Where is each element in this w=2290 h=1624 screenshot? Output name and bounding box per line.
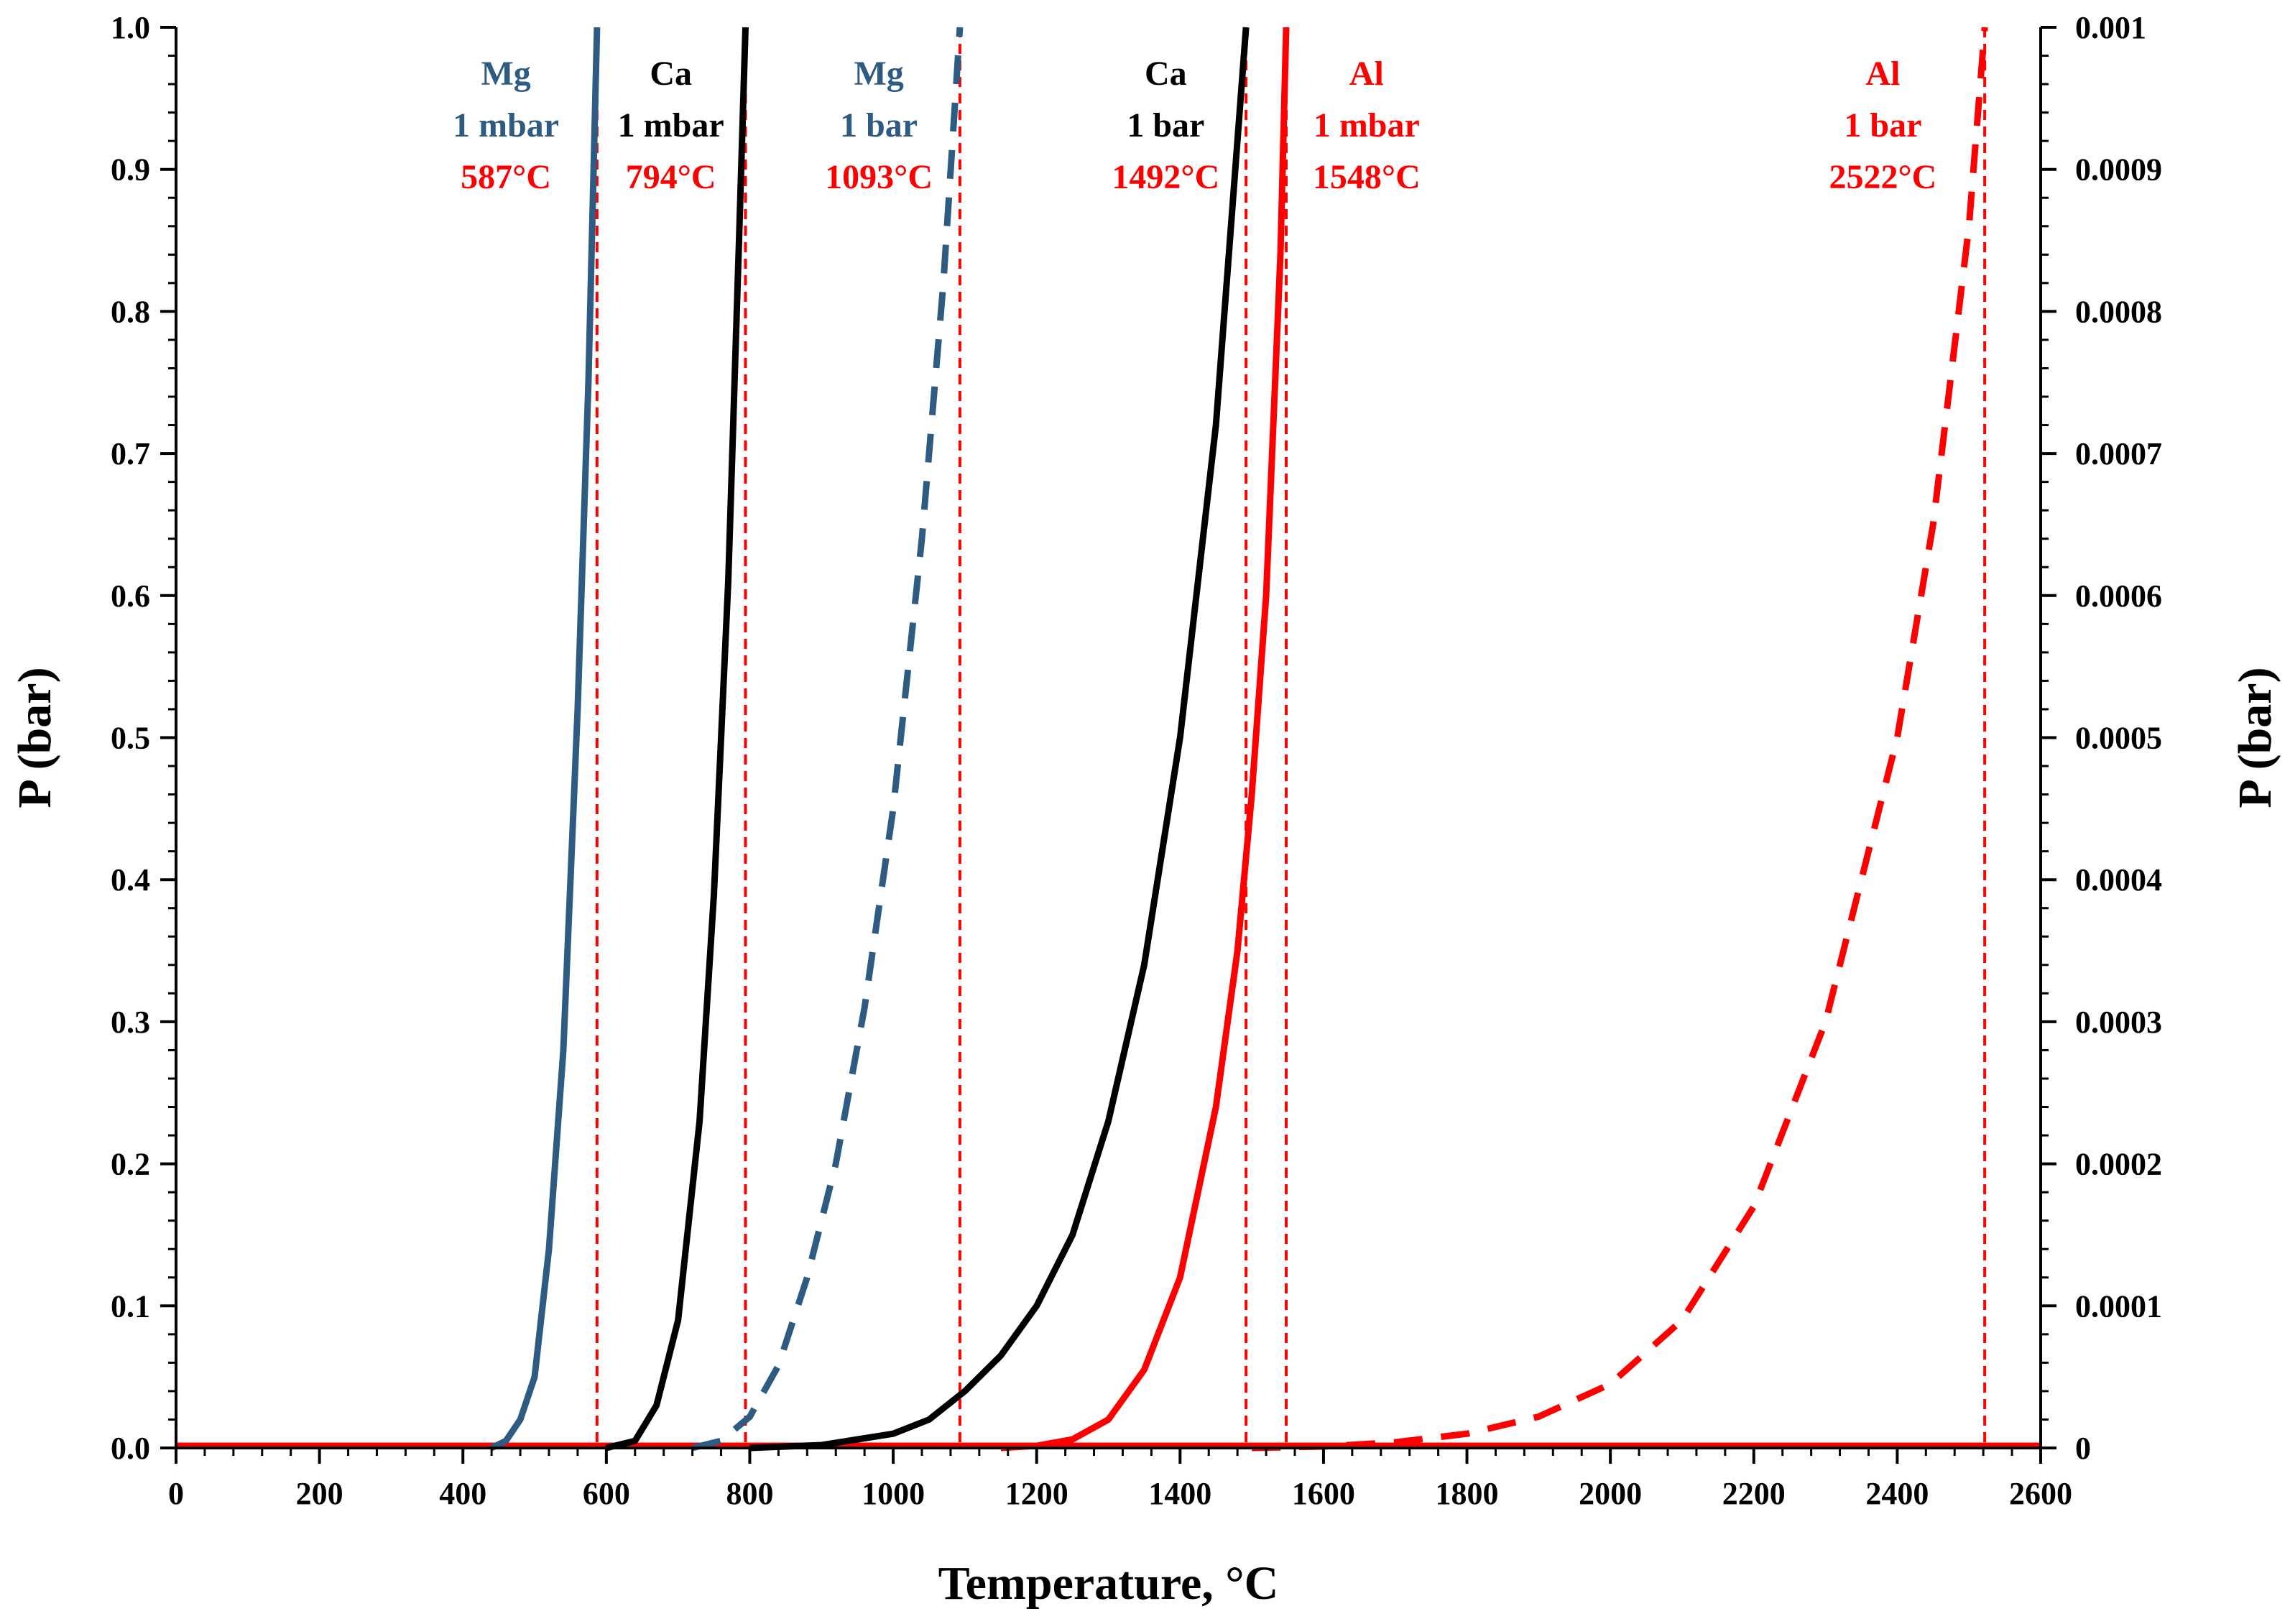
series-mg-1-mbar bbox=[490, 27, 601, 1452]
right-y-axis-title: P (bar) bbox=[2229, 667, 2281, 808]
left-y-tick-label: 0.1 bbox=[111, 1288, 150, 1324]
annotation-label: 2522°C bbox=[1829, 158, 1936, 196]
right-y-tick-label: 0.0002 bbox=[2075, 1147, 2162, 1182]
series-al-1-bar bbox=[1252, 27, 1988, 1452]
right-y-tick-label: 0 bbox=[2075, 1431, 2091, 1466]
left-y-tick-label: 0.4 bbox=[111, 862, 150, 898]
annotation-label: 587°C bbox=[461, 158, 551, 196]
axes-layer: 0.0 0.1 0.2 0.3 0.4 0.5 0.6 0.7 0.8 0.9 1.0 0 0.0001… bbox=[111, 10, 2162, 1511]
annotation-label: 1492°C bbox=[1112, 158, 1219, 196]
right-y-tick-label: 0.0004 bbox=[2075, 862, 2162, 898]
right-y-tick-label: 0.0007 bbox=[2075, 436, 2162, 471]
x-tick-label: 0 bbox=[168, 1476, 184, 1511]
left-y-tick-label: 0.8 bbox=[111, 294, 150, 329]
right-y-tick-label: 0.0009 bbox=[2075, 152, 2162, 188]
x-tick-label: 1600 bbox=[1292, 1476, 1355, 1511]
x-tick-label: 2600 bbox=[2009, 1476, 2072, 1511]
right-y-tick-label: 0.0005 bbox=[2075, 721, 2162, 756]
right-y-tick-label: 0.001 bbox=[2075, 10, 2146, 45]
vertical-reference-lines bbox=[595, 27, 1987, 1448]
annotation-label: Al bbox=[1349, 55, 1384, 93]
left-y-tick-label: 0.5 bbox=[111, 721, 150, 756]
left-y-tick-label: 0.2 bbox=[111, 1147, 150, 1182]
right-y-tick-label: 0.0001 bbox=[2075, 1288, 2162, 1324]
annotation-label: 1 bar bbox=[840, 106, 918, 144]
x-tick-label: 1400 bbox=[1148, 1476, 1211, 1511]
left-y-tick-label: 0.6 bbox=[111, 578, 150, 614]
annotation-label: 1548°C bbox=[1313, 158, 1421, 196]
left-y-tick-label: 1.0 bbox=[111, 10, 150, 45]
annotation-label: Al bbox=[1865, 55, 1900, 93]
annotation-label: Mg bbox=[854, 55, 903, 93]
annotation-label: 1 bar bbox=[1127, 106, 1204, 144]
x-tick-label: 1800 bbox=[1436, 1476, 1499, 1511]
annotation-label: Ca bbox=[1145, 55, 1187, 93]
x-tick-label: 800 bbox=[726, 1476, 773, 1511]
left-y-tick-label: 0.0 bbox=[111, 1431, 150, 1466]
annotation-label: 1093°C bbox=[825, 158, 933, 196]
annotation-label: 1 mbar bbox=[1313, 106, 1420, 144]
x-tick-label: 2400 bbox=[1865, 1476, 1929, 1511]
series-al-1-mbar bbox=[1000, 27, 1290, 1452]
annotation-label: 1 mbar bbox=[618, 106, 724, 144]
series-ca-1-bar bbox=[749, 27, 1250, 1452]
annotations-layer: Mg 1 mbar 587°C Ca 1 mbar 794°C Mg 1 bar 1093°C C… bbox=[453, 55, 1936, 196]
x-tick-label: 2000 bbox=[1579, 1476, 1642, 1511]
right-y-tick-label: 0.0003 bbox=[2075, 1005, 2162, 1040]
annotation-label: Ca bbox=[650, 55, 692, 93]
series-layer bbox=[176, 27, 2041, 1452]
x-tick-label: 1000 bbox=[862, 1476, 925, 1511]
x-tick-label: 2200 bbox=[1722, 1476, 1786, 1511]
annotation-label: Mg bbox=[481, 55, 530, 93]
right-y-tick-label: 0.0008 bbox=[2075, 294, 2162, 329]
series-ca-1-mbar bbox=[605, 27, 749, 1452]
x-axis-title: Temperature, °C bbox=[938, 1557, 1279, 1610]
x-tick-label: 600 bbox=[583, 1476, 630, 1511]
x-tick-label: 1200 bbox=[1005, 1476, 1068, 1511]
right-y-tick-label: 0.0006 bbox=[2075, 578, 2162, 614]
annotation-label: 794°C bbox=[626, 158, 716, 196]
x-tick-label: 400 bbox=[439, 1476, 486, 1511]
series-mg-1-bar bbox=[691, 27, 964, 1452]
annotation-label: 1 mbar bbox=[453, 106, 559, 144]
x-tick-label: 200 bbox=[296, 1476, 343, 1511]
left-y-axis-title: P (bar) bbox=[9, 667, 61, 808]
left-y-tick-label: 0.9 bbox=[111, 152, 150, 188]
left-y-tick-label: 0.3 bbox=[111, 1005, 150, 1040]
annotation-label: 1 bar bbox=[1844, 106, 1921, 144]
left-y-tick-label: 0.7 bbox=[111, 436, 150, 471]
